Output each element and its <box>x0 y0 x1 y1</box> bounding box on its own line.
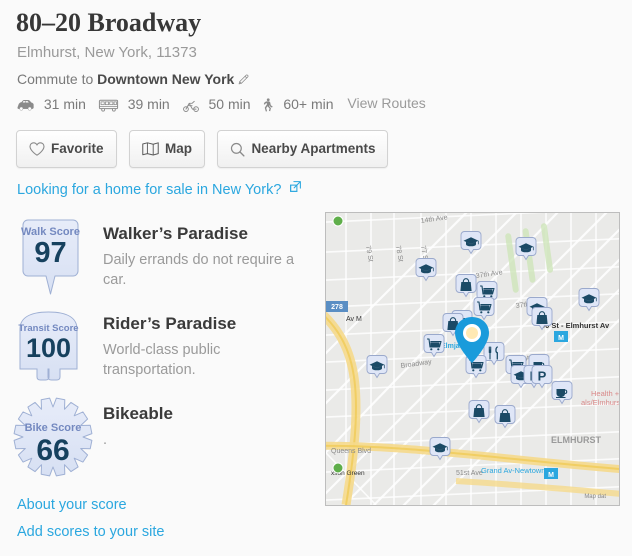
svg-text:51st Ave: 51st Ave <box>456 470 483 477</box>
svg-text:278: 278 <box>331 304 343 311</box>
svg-text:Queens Blvd: Queens Blvd <box>331 448 371 455</box>
svg-text:Av M: Av M <box>346 316 362 323</box>
svg-text:als/Elmhurst: als/Elmhurst <box>581 398 619 407</box>
svg-text:M: M <box>558 335 564 342</box>
svg-text:Health +: Health + <box>591 389 619 398</box>
svg-text:Map dat: Map dat <box>584 494 606 500</box>
svg-text:M: M <box>548 472 554 479</box>
svg-text:ELMHURST: ELMHURST <box>551 435 601 445</box>
svg-text:Grand Av-Newtown: Grand Av-Newtown <box>481 466 545 475</box>
